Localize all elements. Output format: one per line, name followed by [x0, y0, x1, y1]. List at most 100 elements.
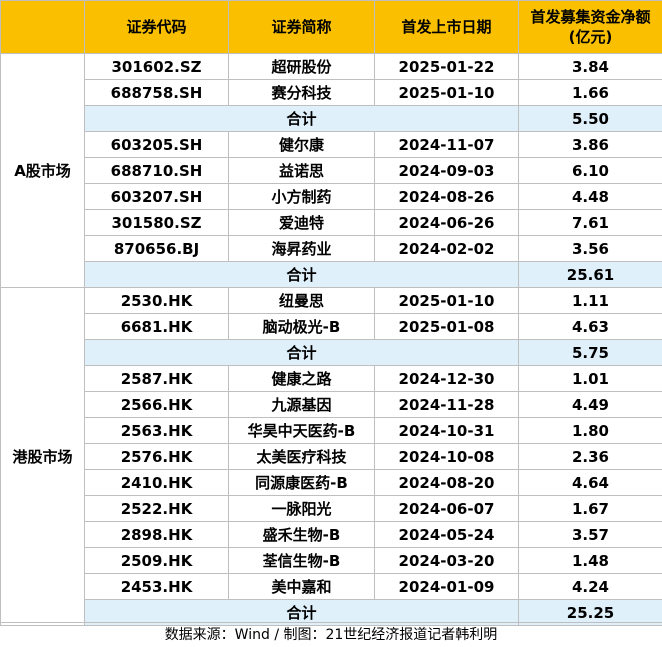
cell-code: 688758.SH	[85, 80, 229, 106]
cell-date: 2024-02-02	[375, 236, 519, 262]
cell-name: 荃信生物-B	[229, 548, 375, 574]
cell-date: 2024-11-28	[375, 392, 519, 418]
cell-name: 华昊中天医药-B	[229, 418, 375, 444]
cell-date: 2024-08-20	[375, 470, 519, 496]
cell-code: 2509.HK	[85, 548, 229, 574]
cell-name: 太美医疗科技	[229, 444, 375, 470]
cell-code: 870656.BJ	[85, 236, 229, 262]
header-amount-line1: 首发募集资金净额	[519, 7, 662, 27]
cell-code: 2576.HK	[85, 444, 229, 470]
cell-name: 健康之路	[229, 366, 375, 392]
cell-amount: 1.66	[519, 80, 662, 106]
cell-date: 2025-01-10	[375, 80, 519, 106]
header-amount-line2: (亿元)	[519, 27, 662, 47]
cell-amount: 3.84	[519, 54, 662, 80]
cell-name: 盛禾生物-B	[229, 522, 375, 548]
market-label: A股市场	[1, 54, 85, 288]
cell-amount: 7.61	[519, 210, 662, 236]
header-amount: 首发募集资金净额 (亿元)	[519, 1, 662, 54]
cell-name: 一脉阳光	[229, 496, 375, 522]
cell-date: 2024-03-20	[375, 548, 519, 574]
cell-date: 2024-08-26	[375, 184, 519, 210]
cell-amount: 4.64	[519, 470, 662, 496]
cell-code: 2566.HK	[85, 392, 229, 418]
cell-amount: 1.67	[519, 496, 662, 522]
cell-date: 2025-01-08	[375, 314, 519, 340]
cell-amount: 1.01	[519, 366, 662, 392]
cell-name: 九源基因	[229, 392, 375, 418]
cell-code: 301580.SZ	[85, 210, 229, 236]
cell-code: 2563.HK	[85, 418, 229, 444]
header-market	[1, 1, 85, 54]
total-amount: 5.75	[519, 340, 662, 366]
market-label: 港股市场	[1, 288, 85, 626]
cell-name: 益诺思	[229, 158, 375, 184]
cell-date: 2024-06-26	[375, 210, 519, 236]
total-label: 合计	[85, 106, 519, 132]
total-label: 合计	[85, 340, 519, 366]
cell-amount: 1.11	[519, 288, 662, 314]
cell-date: 2024-10-31	[375, 418, 519, 444]
cell-name: 同源康医药-B	[229, 470, 375, 496]
source-footnote: 数据来源：Wind / 制图：21世纪经济报道记者韩利明	[0, 622, 662, 647]
header-row: 证券代码 证券简称 首发上市日期 首发募集资金净额 (亿元)	[1, 1, 662, 54]
cell-code: 688710.SH	[85, 158, 229, 184]
cell-code: 2898.HK	[85, 522, 229, 548]
cell-date: 2024-12-30	[375, 366, 519, 392]
total-amount: 5.50	[519, 106, 662, 132]
cell-amount: 6.10	[519, 158, 662, 184]
cell-date: 2024-06-07	[375, 496, 519, 522]
cell-date: 2025-01-22	[375, 54, 519, 80]
cell-amount: 2.36	[519, 444, 662, 470]
cell-code: 6681.HK	[85, 314, 229, 340]
cell-code: 301602.SZ	[85, 54, 229, 80]
cell-date: 2025-01-10	[375, 288, 519, 314]
cell-amount: 3.86	[519, 132, 662, 158]
cell-amount: 1.48	[519, 548, 662, 574]
cell-date: 2024-11-07	[375, 132, 519, 158]
cell-date: 2024-10-08	[375, 444, 519, 470]
cell-name: 脑动极光-B	[229, 314, 375, 340]
total-label: 合计	[85, 262, 519, 288]
cell-name: 纽曼思	[229, 288, 375, 314]
cell-amount: 3.57	[519, 522, 662, 548]
cell-amount: 4.49	[519, 392, 662, 418]
cell-code: 2587.HK	[85, 366, 229, 392]
cell-code: 2530.HK	[85, 288, 229, 314]
cell-date: 2024-05-24	[375, 522, 519, 548]
cell-date: 2024-09-03	[375, 158, 519, 184]
header-name: 证券简称	[229, 1, 375, 54]
cell-amount: 3.56	[519, 236, 662, 262]
cell-name: 小方制药	[229, 184, 375, 210]
cell-name: 海昇药业	[229, 236, 375, 262]
header-code: 证券代码	[85, 1, 229, 54]
cell-code: 603207.SH	[85, 184, 229, 210]
cell-amount: 4.48	[519, 184, 662, 210]
cell-amount: 4.63	[519, 314, 662, 340]
header-date: 首发上市日期	[375, 1, 519, 54]
total-amount: 25.61	[519, 262, 662, 288]
cell-name: 美中嘉和	[229, 574, 375, 600]
cell-name: 爱迪特	[229, 210, 375, 236]
cell-name: 健尔康	[229, 132, 375, 158]
